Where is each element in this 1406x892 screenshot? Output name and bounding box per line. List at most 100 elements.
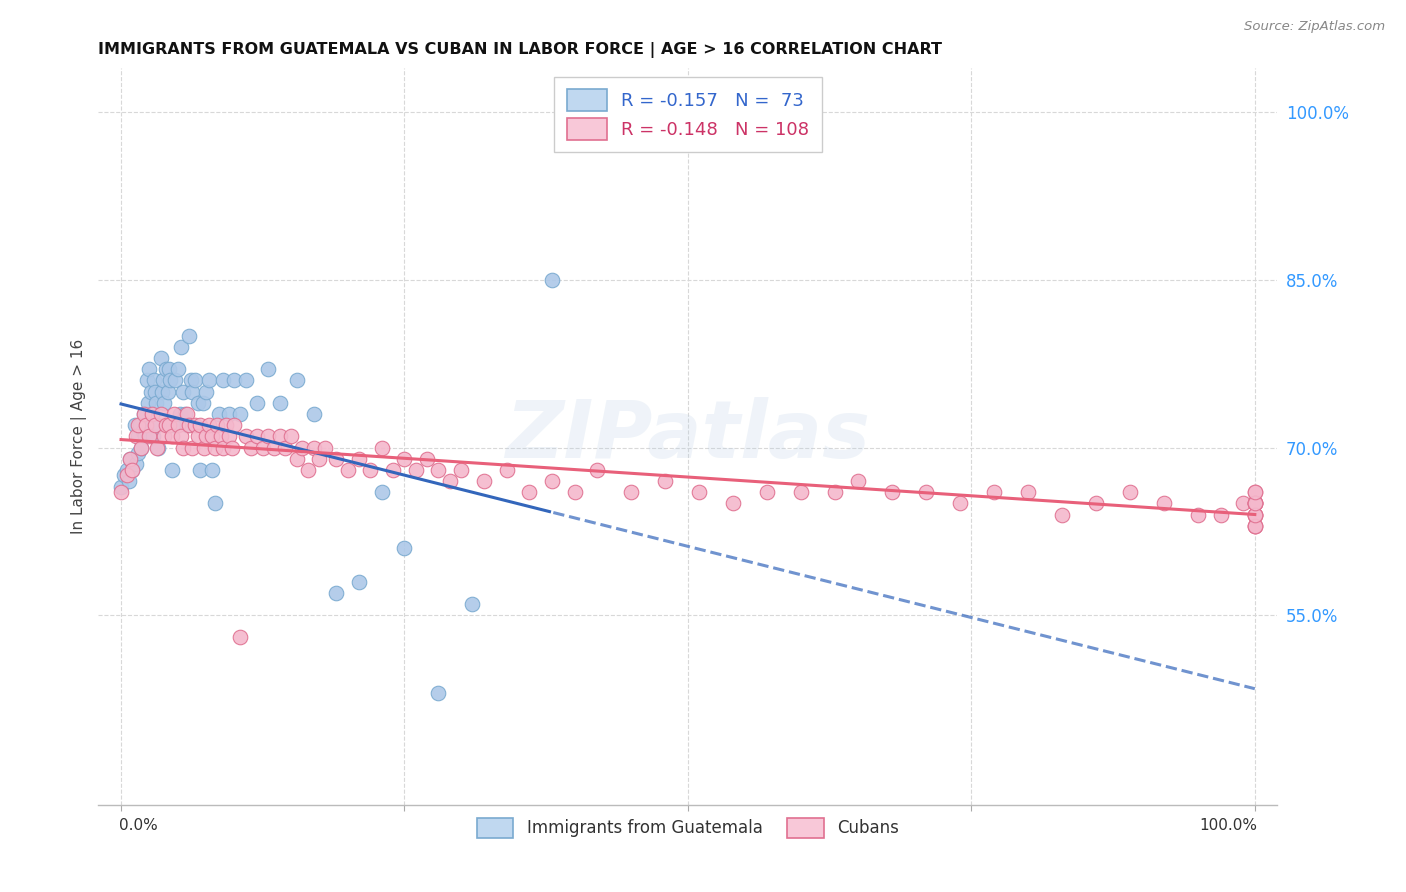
Point [235,374,257,388]
Point [124,418,146,433]
Point [149,407,172,421]
Point [1243,485,1265,500]
Text: IMMIGRANTS FROM GUATEMALA VS CUBAN IN LABOR FORCE | AGE > 16 CORRELATION CHART: IMMIGRANTS FROM GUATEMALA VS CUBAN IN LA… [98,42,942,58]
Point [187,429,209,443]
Point [246,429,269,443]
Point [218,407,240,421]
Text: Source: ZipAtlas.com: Source: ZipAtlas.com [1244,20,1385,33]
Point [135,418,157,433]
Point [146,441,169,455]
Point [654,474,676,488]
Point [132,407,155,421]
Point [190,418,212,433]
Point [153,429,176,443]
Point [191,396,214,410]
Text: ZIPatlas: ZIPatlas [505,397,870,475]
Point [1243,518,1265,533]
Point [146,418,169,433]
Point [156,384,179,399]
Point [1187,508,1209,522]
Point [204,496,226,510]
Point [141,407,163,421]
Point [166,362,188,376]
Point [142,429,165,443]
Point [427,463,450,477]
Point [1243,485,1265,500]
Point [204,441,226,455]
Point [336,463,359,477]
Point [207,418,229,433]
Point [371,441,394,455]
Point [1243,508,1265,522]
Point [183,374,205,388]
Point [246,396,269,410]
Point [302,441,325,455]
Point [157,362,180,376]
Point [949,496,972,510]
Point [125,457,148,471]
Point [212,374,235,388]
Point [416,451,439,466]
Point [257,429,280,443]
Point [195,384,218,399]
Point [176,407,198,421]
Point [280,429,302,443]
Point [198,418,221,433]
Point [193,441,215,455]
Point [120,451,142,466]
Point [150,384,173,399]
Point [1085,496,1108,510]
Point [121,463,143,477]
Point [115,463,138,477]
Point [132,407,155,421]
Point [115,468,138,483]
Text: 100.0%: 100.0% [1199,819,1257,833]
Point [846,474,869,488]
Point [325,586,347,600]
Point [181,441,204,455]
Point [1153,496,1175,510]
Point [201,429,224,443]
Point [149,351,172,365]
Point [1232,496,1254,510]
Point [135,418,157,433]
Point [138,429,160,443]
Point [173,407,195,421]
Point [195,429,218,443]
Point [541,273,564,287]
Point [148,441,170,455]
Point [347,574,370,589]
Point [240,441,263,455]
Point [297,463,319,477]
Point [162,418,184,433]
Point [1243,508,1265,522]
Point [120,451,142,466]
Point [127,429,149,443]
Point [269,429,291,443]
Point [110,480,132,494]
Point [141,407,163,421]
Point [1243,496,1265,510]
Point [172,384,194,399]
Point [1243,508,1265,522]
Point [138,362,160,376]
Point [190,463,212,477]
Point [159,374,181,388]
Point [269,396,291,410]
Point [263,441,285,455]
Point [176,418,198,433]
Point [134,429,156,443]
Point [252,441,274,455]
Point [169,407,191,421]
Point [1119,485,1142,500]
Point [688,485,710,500]
Point [461,597,484,611]
Point [1243,508,1265,522]
Point [229,407,252,421]
Point [1243,518,1265,533]
Point [1243,496,1265,510]
Point [145,396,167,410]
Text: 0.0%: 0.0% [118,819,157,833]
Point [302,407,325,421]
Point [382,463,405,477]
